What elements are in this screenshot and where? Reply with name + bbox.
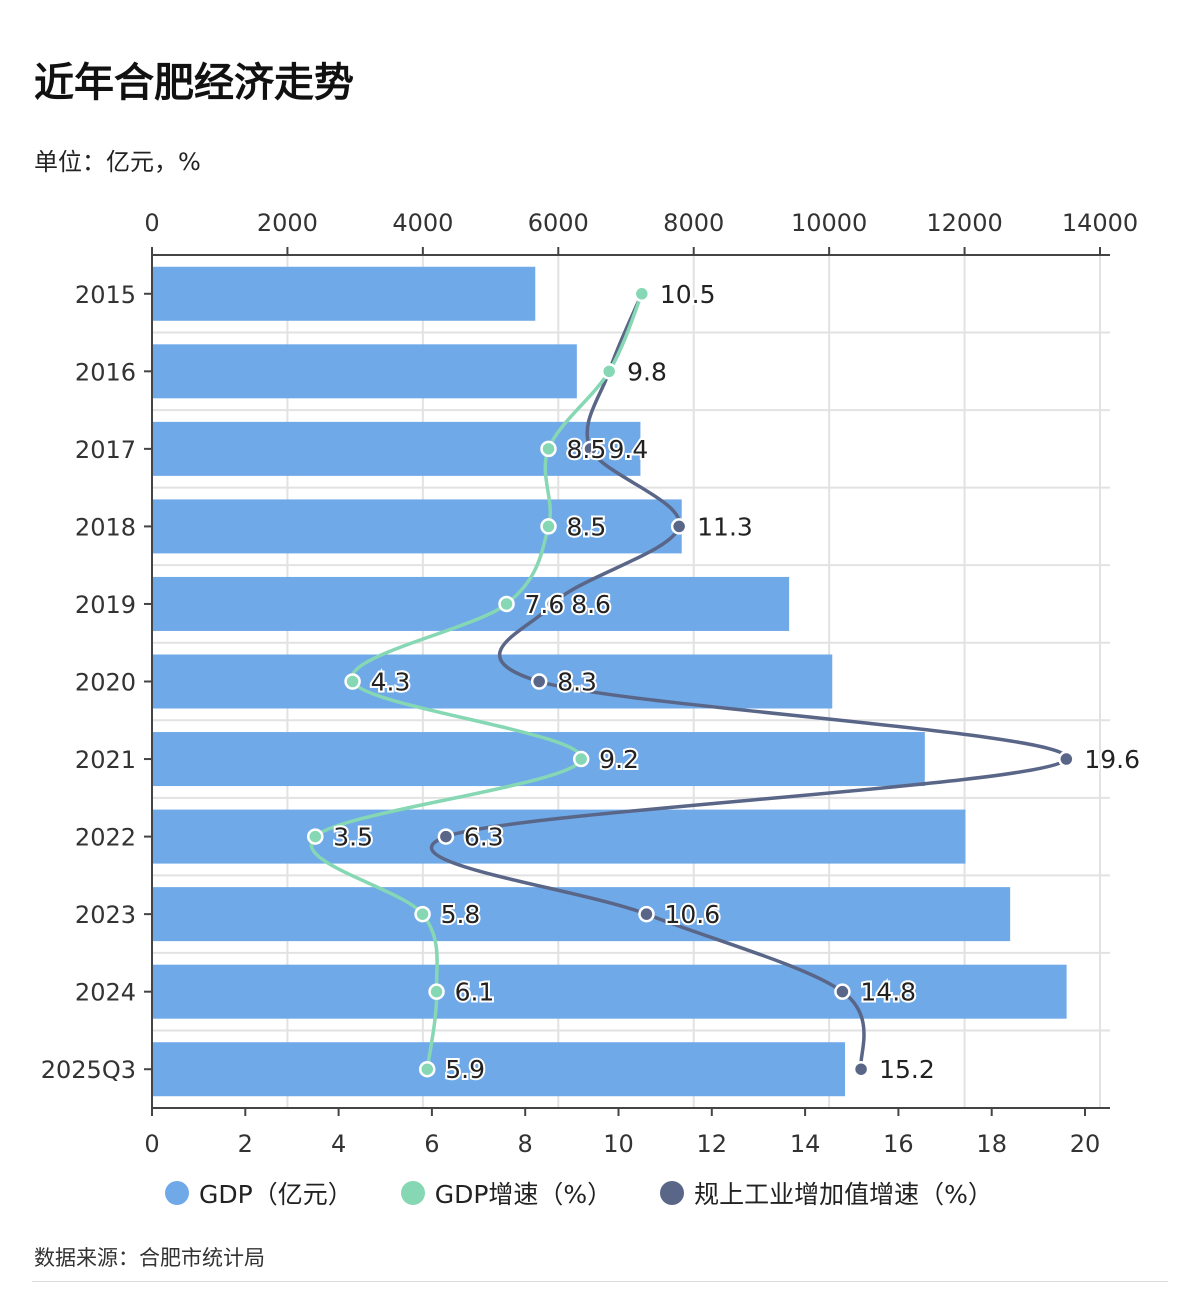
gdp-growth-data-label: 8.5 xyxy=(567,435,607,464)
top-axis-tick-label: 6000 xyxy=(528,209,589,237)
unit-label: 单位：亿元，% xyxy=(34,148,201,176)
legend-label: GDP增速（%） xyxy=(434,1180,613,1209)
gdp-growth-data-label: 5.8 xyxy=(441,900,481,929)
top-axis-tick-label: 12000 xyxy=(926,209,1002,237)
legend-label: 规上工业增加值增速（%） xyxy=(694,1180,993,1209)
legend-item-industry-growth[interactable]: 规上工业增加值增速（%） xyxy=(660,1175,993,1211)
gdp-growth-point xyxy=(633,285,651,303)
industry-growth-point xyxy=(582,440,599,458)
category-label: 2022 xyxy=(75,824,136,852)
industry-growth-data-label: 10.5 xyxy=(660,280,716,309)
bottom-axis-tick-label: 8 xyxy=(518,1130,533,1158)
gdp-growth-data-label: 7.6 xyxy=(525,590,565,619)
category-label: 2018 xyxy=(75,513,136,541)
gdp-growth-point xyxy=(418,1060,436,1078)
gdp-growth-data-label: 8.5 xyxy=(567,512,607,541)
gdp-growth-point xyxy=(600,363,618,380)
bottom-axis-tick-label: 18 xyxy=(976,1130,1007,1158)
gdp-bar xyxy=(153,344,577,399)
gdp-growth-point xyxy=(344,673,361,690)
industry-growth-point xyxy=(834,983,851,1000)
industry-growth-point xyxy=(530,673,548,690)
category-label: 2024 xyxy=(75,979,136,1007)
bottom-axis-tick-label: 16 xyxy=(883,1130,914,1158)
top-axis-tick-label: 10000 xyxy=(791,209,867,237)
legend-label: GDP（亿元） xyxy=(199,1180,353,1209)
gdp-growth-data-label: 3.5 xyxy=(333,823,373,852)
industry-growth-point xyxy=(638,905,655,923)
industry-growth-data-label: 6.3 xyxy=(464,823,504,852)
category-label: 2020 xyxy=(75,669,136,697)
category-label: 2017 xyxy=(75,436,136,464)
chart-title: 近年合肥经济走势 xyxy=(34,60,354,106)
industry-growth-data-label: 8.3 xyxy=(557,668,597,697)
legend-item-gdp[interactable]: GDP（亿元） xyxy=(165,1175,353,1211)
bottom-axis-tick-label: 20 xyxy=(1070,1130,1101,1158)
top-axis-tick-label: 0 xyxy=(144,209,159,237)
gdp-bar xyxy=(153,732,925,787)
industry-growth-data-label: 9.8 xyxy=(627,357,667,386)
industry-growth-point xyxy=(852,1060,870,1078)
gdp-growth-data-label: 9.2 xyxy=(599,745,639,774)
top-axis-tick-label: 2000 xyxy=(257,209,318,237)
category-label: 2015 xyxy=(75,281,136,309)
industry-growth-data-label: 14.8 xyxy=(860,978,916,1007)
top-axis-tick-label: 4000 xyxy=(392,209,453,237)
industry-growth-data-label: 11.3 xyxy=(697,512,753,541)
source-note: 数据来源：合肥市统计局 xyxy=(34,1246,265,1270)
industry-growth-point xyxy=(1058,750,1075,768)
gdp-bar xyxy=(153,1042,845,1097)
gdp-growth-point xyxy=(307,828,324,845)
legend-swatch xyxy=(165,1181,189,1205)
gdp-bar xyxy=(153,266,536,321)
bottom-axis-tick-label: 14 xyxy=(790,1130,821,1158)
category-label: 2021 xyxy=(75,746,136,774)
industry-growth-data-label: 10.6 xyxy=(664,900,720,929)
gdp-bar xyxy=(153,964,1067,1019)
bottom-axis-tick-label: 6 xyxy=(424,1130,439,1158)
top-axis-tick-label: 8000 xyxy=(663,209,724,237)
divider xyxy=(32,1281,1168,1282)
industry-growth-data-label: 19.6 xyxy=(1084,745,1140,774)
industry-growth-data-label: 8.6 xyxy=(571,590,611,619)
category-label: 2025Q3 xyxy=(41,1056,136,1084)
gdp-growth-point xyxy=(572,750,590,768)
industry-growth-point xyxy=(544,595,562,613)
category-label: 2016 xyxy=(75,358,136,386)
gdp-bar xyxy=(153,654,833,709)
gdp-growth-data-label: 4.3 xyxy=(371,668,411,697)
bottom-axis-tick-label: 4 xyxy=(331,1130,346,1158)
legend-swatch xyxy=(660,1181,685,1205)
legend: GDP（亿元） GDP增速（%） 规上工业增加值增速（%） xyxy=(165,1175,993,1211)
industry-growth-point xyxy=(670,518,688,535)
industry-growth-data-label: 9.4 xyxy=(609,435,649,464)
industry-growth-point xyxy=(437,828,455,845)
gdp-growth-point xyxy=(428,983,445,1000)
top-axis-tick-label: 14000 xyxy=(1062,209,1138,237)
bottom-axis-tick-label: 0 xyxy=(144,1130,159,1158)
bottom-axis-tick-label: 2 xyxy=(238,1130,253,1158)
gdp-growth-point xyxy=(540,440,557,458)
category-label: 2023 xyxy=(75,901,136,929)
gdp-growth-point xyxy=(414,905,431,923)
bottom-axis-tick-label: 12 xyxy=(697,1130,728,1158)
category-label: 2019 xyxy=(75,591,136,619)
gdp-growth-point xyxy=(498,595,515,613)
legend-swatch xyxy=(400,1181,425,1205)
legend-item-gdp-growth[interactable]: GDP增速（%） xyxy=(400,1175,613,1211)
gdp-growth-point xyxy=(540,518,557,535)
industry-growth-data-label: 15.2 xyxy=(879,1055,935,1084)
gdp-bar xyxy=(153,499,682,554)
bottom-axis-tick-label: 10 xyxy=(603,1130,634,1158)
gdp-growth-data-label: 5.9 xyxy=(445,1055,485,1084)
gdp-growth-data-label: 6.1 xyxy=(455,978,495,1007)
